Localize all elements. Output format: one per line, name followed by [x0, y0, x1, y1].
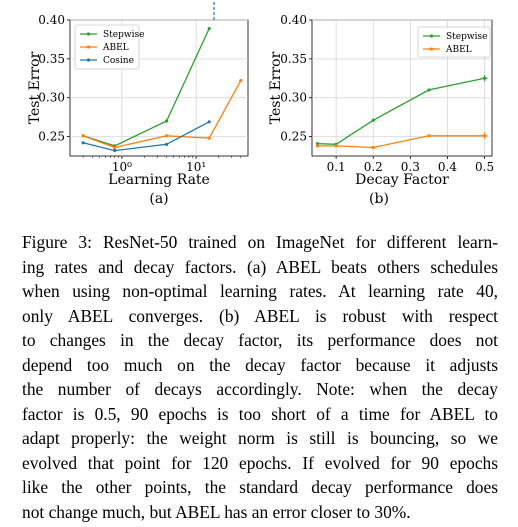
data-point	[315, 141, 320, 146]
y-tick-label: 0.25	[38, 130, 65, 144]
legend-label: ABEL	[102, 43, 129, 53]
data-point	[164, 142, 169, 146]
data-point	[207, 136, 211, 140]
legend-label: ABEL	[445, 45, 472, 55]
legend-box	[74, 24, 140, 70]
panel-label-b: (b)	[369, 191, 389, 207]
y-axis-label-a: Test Error	[27, 51, 43, 124]
caption-line: not change much, but ABEL has an error c…	[22, 501, 411, 522]
data-point	[207, 120, 211, 124]
caption-line: when using non-optimal learning rates. A…	[22, 281, 498, 301]
series-line-stepwise	[317, 77, 485, 145]
x-axis-label-a: Learning Rate	[108, 172, 210, 188]
legend-marker	[429, 34, 434, 38]
x-tick-label: 0.4	[438, 160, 457, 174]
series-line-abel	[317, 135, 485, 149]
caption-line: the number of decays accordingly. Note: …	[22, 379, 498, 399]
y-tick-label: 0.35	[38, 52, 65, 66]
legend-label: Stepwise	[446, 32, 487, 42]
highlight-point	[481, 132, 488, 139]
caption-line: only ABEL converges. (b) ABEL is robust …	[22, 305, 498, 326]
panel-a: 0.25 0.30 0.35 0.40 10⁰ 10¹ Stepwise ABEL Cosin…	[27, 0, 249, 207]
y-tick-label: 0.30	[38, 91, 65, 105]
x-tick-label: 0.5	[475, 160, 494, 174]
caption-line: adapt properly: the weight norm is still…	[22, 428, 498, 448]
series-line-cosine	[82, 121, 210, 152]
x-tick-label: 0.1	[327, 160, 346, 174]
legend-marker	[86, 32, 91, 36]
data-point	[334, 144, 338, 148]
data-point	[239, 79, 243, 83]
caption-line: factor is 0.5, 90 epochs is too short of…	[22, 403, 498, 424]
x-axis-label-b: Decay Factor	[355, 172, 449, 188]
panel-label-a: (a)	[149, 191, 168, 207]
legend-marker	[86, 58, 91, 62]
caption-line: Figure 3: ResNet-50 trained on ImageNet …	[22, 232, 498, 252]
legend-label: Cosine	[103, 56, 134, 66]
series-line-stepwise	[82, 28, 210, 147]
series-b	[315, 75, 488, 150]
data-point	[81, 134, 85, 138]
caption-line: ing rates and decay factors. (a) ABEL be…	[22, 256, 498, 277]
data-point	[427, 134, 431, 138]
panel-b: 0.25 0.30 0.35 0.40 0.1 0.2 0.3 0.4 0.5 Stepwise…	[268, 13, 494, 207]
highlight-point	[481, 75, 488, 82]
data-point	[81, 141, 85, 145]
legend-marker	[86, 45, 91, 49]
y-tick-label: 0.35	[280, 52, 307, 66]
data-point	[427, 88, 431, 92]
ticks-a: 0.25 0.30 0.35 0.40 10⁰ 10¹	[38, 13, 242, 174]
legend-a: Stepwise ABEL Cosine	[74, 24, 144, 70]
series-line-abel	[82, 80, 242, 149]
x-tick-label: 10¹	[186, 160, 206, 174]
data-point	[113, 145, 117, 150]
data-point	[164, 134, 169, 138]
data-point	[164, 119, 169, 123]
y-tick-label: 0.40	[280, 13, 307, 27]
y-tick-label: 0.30	[280, 91, 307, 105]
data-point	[371, 145, 375, 150]
figure: 0.25 0.30 0.35 0.40 10⁰ 10¹ Stepwise ABEL Cosin…	[27, 0, 494, 207]
caption-line: evolved that point for 120 epochs. If ev…	[22, 452, 498, 473]
legend-label: Stepwise	[103, 30, 144, 40]
data-point	[315, 144, 320, 148]
data-point	[113, 148, 117, 153]
figure-caption: Figure 3: ResNet-50 trained on ImageNet …	[22, 230, 498, 524]
caption-line: like the other points, the standard deca…	[22, 477, 498, 497]
ticks-b: 0.25 0.30 0.35 0.40 0.1 0.2 0.3 0.4 0.5	[280, 13, 494, 174]
legend-b: Stepwise ABEL	[417, 26, 491, 58]
y-axis-label-b: Test Error	[268, 51, 284, 124]
x-tick-label: 0.3	[401, 160, 420, 174]
series-a	[81, 26, 243, 153]
y-tick-label: 0.25	[280, 130, 307, 144]
x-tick-label: 10⁰	[112, 160, 132, 174]
data-point	[207, 26, 211, 31]
caption-line: to changes in the decay factor, its perf…	[22, 330, 498, 350]
x-tick-label: 0.2	[364, 160, 383, 174]
caption-line: depend too much on the decay factor beca…	[22, 354, 498, 375]
y-tick-label: 0.40	[38, 13, 65, 27]
data-point	[371, 118, 375, 122]
legend-marker	[429, 47, 434, 51]
